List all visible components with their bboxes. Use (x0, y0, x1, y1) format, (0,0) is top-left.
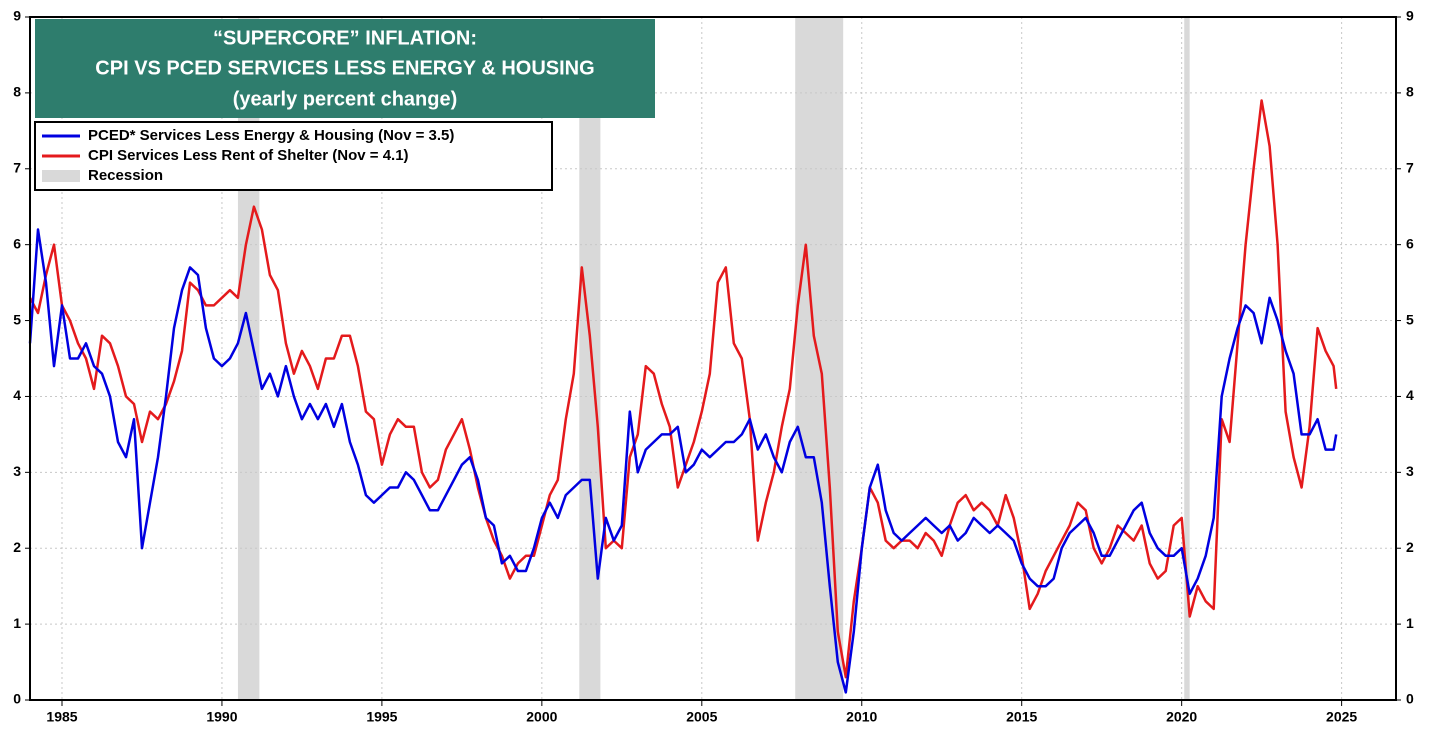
legend-label: CPI Services Less Rent of Shelter (Nov =… (88, 147, 409, 164)
y-tick-label: 7 (13, 159, 21, 175)
y-tick-label: 2 (13, 539, 21, 555)
recession-band (1184, 17, 1190, 700)
y2-tick-label: 2 (1406, 539, 1414, 555)
y-tick-label: 4 (13, 387, 21, 403)
x-tick-label: 1990 (206, 709, 237, 725)
x-tick-label: 2000 (526, 709, 557, 725)
y2-tick-label: 9 (1406, 8, 1414, 24)
x-tick-label: 2010 (846, 709, 877, 725)
y-tick-label: 5 (13, 311, 21, 327)
title-line: (yearly percent change) (233, 88, 458, 110)
series-layer (28, 99, 1338, 694)
y2-tick-label: 0 (1406, 691, 1414, 707)
plot-frame (29, 16, 1397, 701)
grid-layer (30, 16, 1396, 701)
legend-label: PCED* Services Less Energy & Housing (No… (88, 127, 454, 144)
y-tick-label: 0 (13, 691, 21, 707)
x-tick-label: 2015 (1006, 709, 1037, 725)
x-tick-label: 2005 (686, 709, 717, 725)
title-box (35, 19, 655, 118)
y2-tick-label: 3 (1406, 463, 1414, 479)
y2-tick-label: 7 (1406, 159, 1414, 175)
recession-band (579, 17, 601, 700)
y2-tick-label: 8 (1406, 84, 1414, 100)
title-line: “SUPERCORE” INFLATION: (213, 27, 477, 49)
y2-tick-label: 5 (1406, 311, 1414, 327)
y-tick-label: 6 (13, 235, 21, 251)
y-tick-label: 1 (13, 615, 21, 631)
x-tick-label: 1985 (46, 709, 77, 725)
y-tick-label: 9 (13, 8, 21, 24)
y2-tick-label: 6 (1406, 235, 1414, 251)
x-tick-label: 2025 (1326, 709, 1357, 725)
y2-tick-label: 1 (1406, 615, 1414, 631)
title-line: CPI VS PCED SERVICES LESS ENERGY & HOUSI… (95, 57, 594, 79)
y-tick-label: 3 (13, 463, 21, 479)
legend-box (34, 121, 553, 191)
x-tick-label: 1995 (366, 709, 397, 725)
legend-swatch (42, 170, 80, 182)
x-tick-label: 2020 (1166, 709, 1197, 725)
y-tick-label: 8 (13, 84, 21, 100)
legend: PCED* Services Less Energy & Housing (No… (34, 121, 553, 191)
series-line (28, 228, 1338, 694)
y2-tick-label: 4 (1406, 387, 1414, 403)
recession-layer (237, 17, 1190, 700)
legend-label: Recession (88, 167, 163, 184)
